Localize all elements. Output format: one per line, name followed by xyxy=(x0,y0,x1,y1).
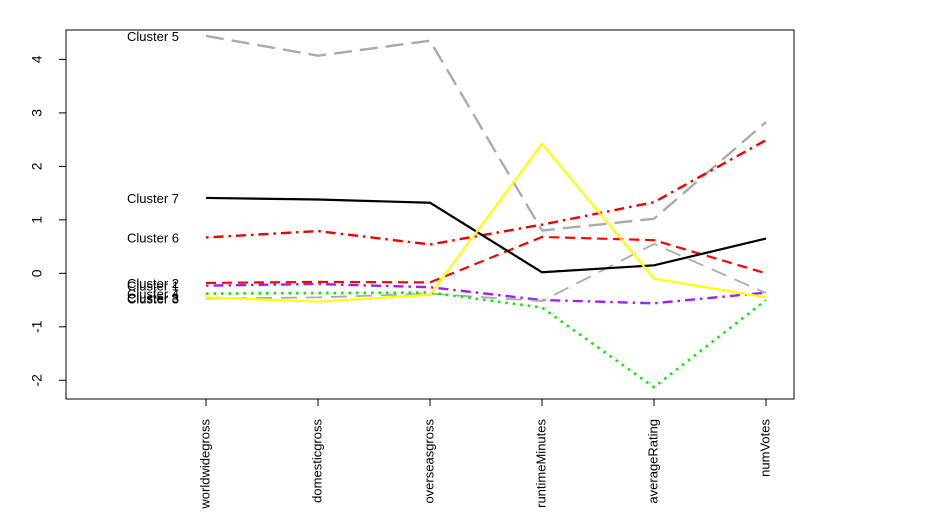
series-line-cluster-3 xyxy=(205,243,767,303)
series-line-cluster-7 xyxy=(205,196,767,274)
cluster-label: Cluster 7 xyxy=(127,191,179,206)
cluster-label: Cluster 8 xyxy=(127,290,179,305)
cluster-label: Cluster 4 xyxy=(127,287,179,302)
x-tick-label: runtimeMinutes xyxy=(533,419,548,508)
y-tick-label: 2 xyxy=(29,162,45,170)
series-line-cluster-2 xyxy=(205,235,767,285)
y-tick-label: 0 xyxy=(29,269,45,277)
x-tick-label: numVotes xyxy=(757,419,772,477)
series-line-cluster-4 xyxy=(205,291,767,389)
x-tick-label: averageRating xyxy=(645,419,660,504)
series-line-cluster-1 xyxy=(205,282,767,305)
y-tick-label: -2 xyxy=(29,374,45,387)
cluster-label: Cluster 2 xyxy=(127,276,179,291)
series-layer xyxy=(205,34,767,389)
x-tick-label: worldwidegross xyxy=(197,419,212,510)
y-tick-label: 3 xyxy=(29,109,45,117)
series-line-cluster-5 xyxy=(205,34,767,232)
cluster-label: Cluster 5 xyxy=(127,29,179,44)
x-tick-label: domesticgross xyxy=(309,419,324,503)
y-axis: -2 -1 0 1 2 3 4 xyxy=(29,55,67,387)
y-tick-label: -1 xyxy=(29,320,45,333)
y-tick-label: 4 xyxy=(29,55,45,63)
series-line-cluster-8 xyxy=(205,142,767,303)
cluster-label: Cluster 1 xyxy=(127,279,179,294)
plot-frame xyxy=(65,29,795,400)
x-axis: worldwidegross domesticgross overseasgross… xyxy=(197,398,772,510)
x-tick-label: overseasgross xyxy=(421,419,436,504)
cluster-label: Cluster 3 xyxy=(127,291,179,306)
cluster-label: Cluster 6 xyxy=(127,230,179,245)
series-line-cluster-6 xyxy=(205,139,767,246)
y-tick-label: 1 xyxy=(29,216,45,224)
